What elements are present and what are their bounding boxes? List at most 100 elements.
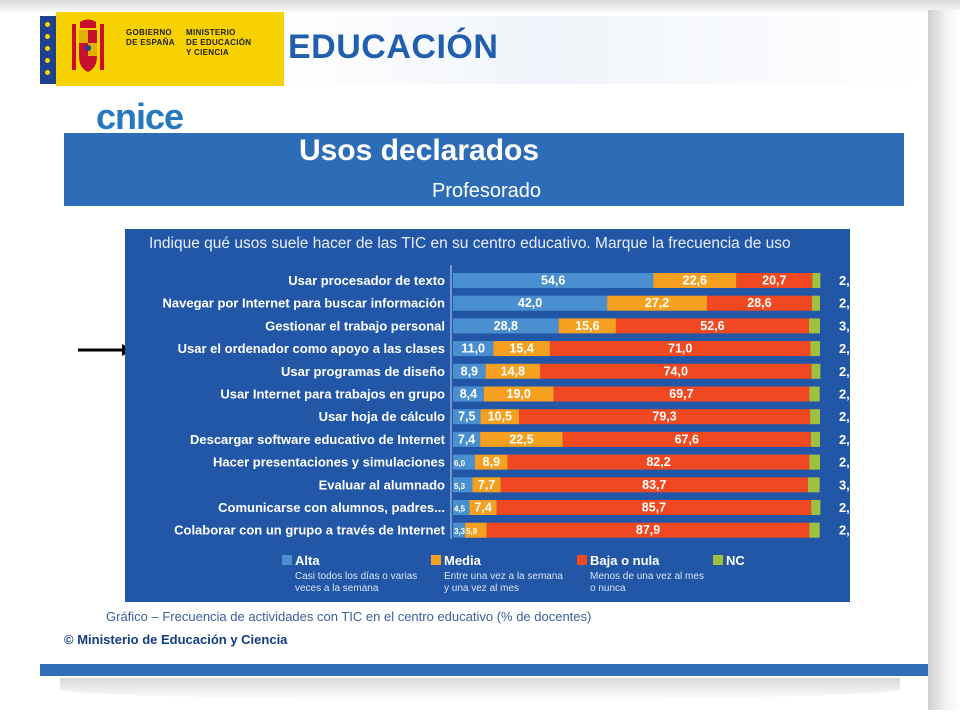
- data-label: 2,9: [839, 455, 850, 470]
- data-label: 8,9: [483, 455, 500, 469]
- category-label: Comunicarse con alumnos, padres...: [218, 500, 445, 515]
- government-logo: GOBIERNO DE ESPAÑA MINISTERIO DE EDUCACI…: [56, 12, 284, 86]
- bar-segment: [480, 409, 520, 425]
- bottom-bar: [40, 664, 928, 676]
- bottom-shadow: [60, 678, 900, 700]
- data-label: 2,6: [839, 341, 850, 356]
- bar-segment: [465, 522, 487, 538]
- data-label: 2,8: [839, 387, 850, 402]
- legend-note: Menos de una vez al mes: [590, 571, 704, 582]
- data-label: 8,4: [460, 387, 477, 401]
- legend-swatch: [713, 555, 723, 565]
- bar-segment: [811, 363, 821, 379]
- bar-segment: [496, 500, 812, 515]
- bar-segment: [480, 431, 563, 447]
- data-label: 3,3: [454, 527, 466, 536]
- data-label: 20,7: [762, 274, 786, 288]
- bar-segment: [485, 363, 540, 379]
- legend-swatch: [577, 555, 587, 565]
- bar-segment: [453, 522, 466, 538]
- eu-flag-strip: [40, 16, 56, 84]
- data-label: 27,2: [645, 296, 669, 310]
- category-label: Usar Internet para trabajos en grupo: [220, 387, 445, 402]
- data-label: 10,5: [488, 410, 512, 424]
- bar-segment: [562, 431, 811, 447]
- data-label: 7,4: [458, 432, 475, 446]
- legend-label: Baja o nula: [590, 553, 660, 568]
- bar-segment: [472, 477, 501, 493]
- bar-segment: [453, 386, 484, 402]
- data-label: 2,2: [839, 273, 850, 288]
- slide-title: Usos declarados: [298, 134, 540, 167]
- data-label: 6,0: [454, 459, 466, 468]
- cnice-logo: cnice: [96, 96, 184, 137]
- bar-segment: [453, 363, 486, 379]
- data-label: 2,5: [839, 500, 850, 515]
- bar-segment: [453, 318, 559, 334]
- bar-segment: [483, 386, 554, 402]
- data-label: 7,4: [474, 501, 491, 515]
- bar-segment: [811, 500, 821, 515]
- data-label: 2,8: [839, 523, 850, 538]
- ministry-text: MINISTERIO DE EDUCACIÓN Y CIENCIA: [186, 28, 252, 57]
- data-label: 22,5: [509, 432, 533, 446]
- bar-segment: [453, 341, 494, 357]
- legend-label: NC: [726, 553, 745, 568]
- chart-caption: Gráfico – Frecuencia de actividades con …: [106, 609, 592, 624]
- slide-subtitle: Profesorado: [432, 180, 541, 202]
- legend-label: Media: [444, 553, 482, 568]
- legend-swatch: [431, 555, 441, 565]
- chart-container: Indique qué usos suele hacer de las TIC …: [125, 229, 858, 602]
- bar-segment: [810, 409, 820, 425]
- bar-segment: [453, 273, 654, 288]
- data-label: 52,6: [700, 319, 724, 333]
- bar-segment: [736, 273, 813, 288]
- bar-segment: [810, 341, 820, 357]
- bar-segment: [507, 454, 810, 470]
- category-label: Colaborar con un grupo a través de Inter…: [174, 523, 446, 538]
- data-label: 82,2: [646, 455, 670, 469]
- data-label: 2,2: [839, 296, 850, 311]
- data-label: 28,6: [747, 296, 771, 310]
- bar-segment: [808, 318, 820, 334]
- bar-segment: [486, 522, 810, 538]
- data-label: 19,0: [507, 387, 531, 401]
- data-label: 14,8: [501, 364, 525, 378]
- legend-label: Alta: [295, 553, 320, 568]
- bar-segment: [807, 477, 820, 493]
- bar-segment: [653, 273, 737, 288]
- data-label: 2,5: [839, 432, 850, 447]
- bar-segment: [500, 477, 808, 493]
- category-label: Usar el ordenador como apoyo a las clase…: [178, 341, 445, 356]
- data-label: 3,2: [839, 477, 850, 492]
- data-label: 87,9: [636, 523, 660, 537]
- bar-segment: [453, 431, 481, 447]
- top-shadow: [0, 0, 960, 14]
- bar-segment: [809, 386, 820, 402]
- bar-segment: [810, 431, 820, 447]
- category-label: Usar hoja de cálculo: [319, 409, 445, 424]
- data-label: 69,7: [669, 387, 693, 401]
- data-label: 71,0: [668, 342, 692, 356]
- bar-segment: [453, 454, 476, 470]
- bar-segment: [453, 295, 608, 311]
- data-label: 85,7: [642, 501, 666, 515]
- right-shadow: [928, 10, 960, 710]
- bar-segment: [453, 409, 481, 425]
- stacked-bar-chart: Indique qué usos suele hacer de las TIC …: [125, 229, 858, 602]
- data-label: 8,9: [461, 364, 478, 378]
- bar-segment: [809, 454, 820, 470]
- data-label: 5,3: [454, 482, 466, 491]
- data-label: 67,6: [675, 432, 699, 446]
- bar-segment: [493, 341, 550, 357]
- category-label: Usar procesador de texto: [288, 273, 445, 288]
- bar-segment: [812, 273, 821, 288]
- category-label: Navegar por Internet para buscar informa…: [163, 296, 446, 311]
- data-label: 79,3: [652, 410, 676, 424]
- bar-segment: [558, 318, 616, 334]
- data-label: 2,4: [839, 364, 850, 379]
- education-banner: [284, 16, 928, 84]
- chart-title: Indique qué usos suele hacer de las TIC …: [149, 235, 791, 252]
- copyright-text: © Ministerio de Educación y Ciencia: [64, 632, 288, 647]
- bar-segment: [469, 500, 497, 515]
